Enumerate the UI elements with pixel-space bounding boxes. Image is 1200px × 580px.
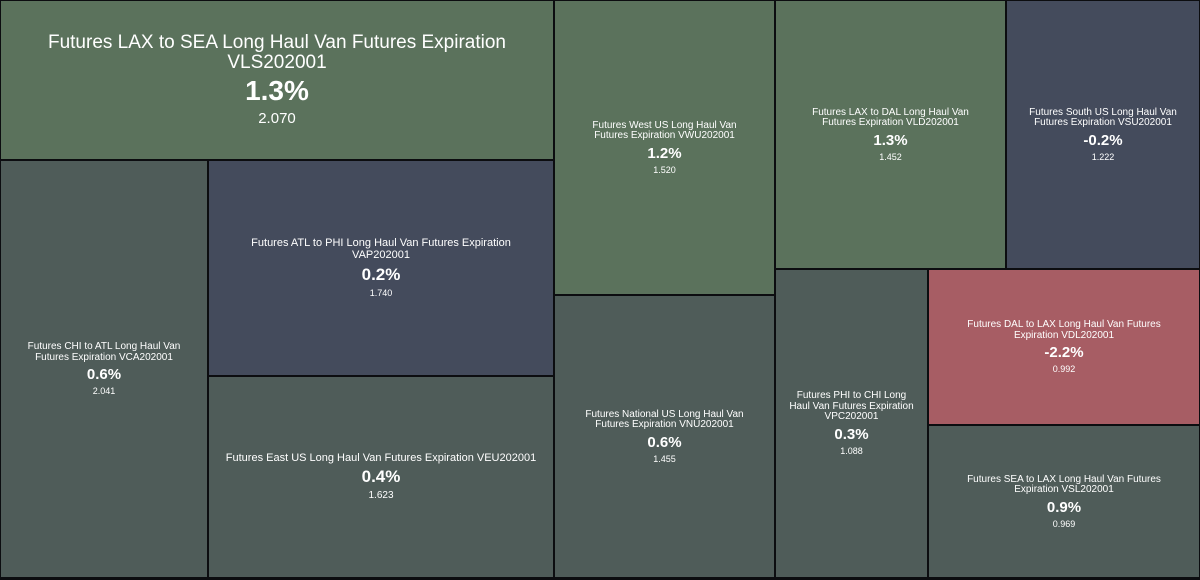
tile-name: Futures West US Long Haul Van Futures Ex… (592, 119, 737, 141)
treemap-tile-veu[interactable]: Futures East US Long Haul Van Futures Ex… (208, 376, 554, 578)
treemap-tile-vld[interactable]: Futures LAX to DAL Long Haul Van Futures… (775, 0, 1006, 269)
tile-change-percent: 0.2% (361, 264, 401, 284)
tile-change-percent: 1.3% (873, 131, 908, 149)
tile-price: 1.222 (1091, 151, 1115, 162)
tile-price: 1.520 (653, 164, 676, 175)
treemap-tile-vsl[interactable]: Futures SEA to LAX Long Haul Van Futures… (928, 425, 1200, 578)
treemap-tile-vnu[interactable]: Futures National US Long Haul Van Future… (554, 295, 775, 578)
tile-price: 1.452 (879, 151, 902, 162)
treemap-tile-vdl[interactable]: Futures DAL to LAX Long Haul Van Futures… (928, 269, 1200, 425)
tile-change-percent: 1.3% (245, 75, 309, 107)
tile-price: 1.088 (840, 445, 863, 456)
tile-change-percent: -0.2% (1083, 131, 1123, 149)
tile-name: Futures SEA to LAX Long Haul Van Futures… (967, 473, 1161, 495)
tile-name: Futures CHI to ATL Long Haul Van Futures… (27, 341, 181, 363)
treemap-tile-vsu[interactable]: Futures South US Long Haul Van Futures E… (1006, 0, 1200, 269)
treemap-tile-vwu[interactable]: Futures West US Long Haul Van Futures Ex… (554, 0, 775, 295)
tile-price: 1.455 (653, 453, 676, 464)
tile-name: Futures National US Long Haul Van Future… (585, 408, 744, 430)
treemap-tile-vca[interactable]: Futures CHI to ATL Long Haul Van Futures… (0, 160, 208, 578)
tile-name: Futures East US Long Haul Van Futures Ex… (225, 451, 537, 464)
tile-price: 0.992 (1052, 364, 1076, 374)
tile-price: 0.969 (1052, 518, 1076, 529)
tile-price: 1.740 (369, 287, 393, 298)
tile-name: Futures LAX to SEA Long Haul Van Futures… (47, 31, 506, 73)
treemap-tile-vpc[interactable]: Futures PHI to CHI Long Haul Van Futures… (775, 269, 928, 578)
tile-price: 2.070 (258, 110, 296, 128)
tile-name: Futures PHI to CHI Long Haul Van Futures… (789, 390, 914, 423)
tile-name: Futures DAL to LAX Long Haul Van Futures… (967, 319, 1161, 341)
tile-change-percent: 0.6% (647, 433, 682, 451)
tile-change-percent: 0.4% (361, 467, 401, 487)
tile-change-percent: 0.3% (834, 425, 869, 443)
treemap-tile-vap[interactable]: Futures ATL to PHI Long Haul Van Futures… (208, 160, 554, 376)
tile-name: Futures LAX to DAL Long Haul Van Futures… (812, 106, 969, 128)
tile-price: 2.041 (92, 386, 116, 396)
tile-change-percent: 0.6% (86, 366, 122, 383)
tile-change-percent: -2.2% (1044, 344, 1084, 361)
tile-change-percent: 1.2% (647, 144, 682, 162)
tile-change-percent: 0.9% (1046, 498, 1082, 516)
treemap-tile-vls[interactable]: Futures LAX to SEA Long Haul Van Futures… (0, 0, 554, 160)
tile-name: Futures South US Long Haul Van Futures E… (1029, 106, 1177, 128)
tile-name: Futures ATL to PHI Long Haul Van Futures… (251, 237, 511, 261)
tile-price: 1.623 (368, 490, 394, 502)
